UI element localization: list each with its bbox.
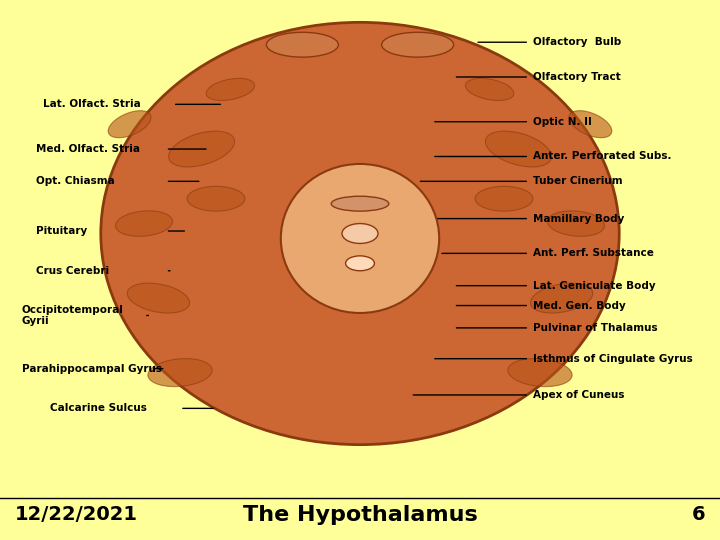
Ellipse shape xyxy=(115,211,173,237)
Text: Lat. Olfact. Stria: Lat. Olfact. Stria xyxy=(43,99,141,109)
Ellipse shape xyxy=(101,22,619,444)
Ellipse shape xyxy=(475,186,533,211)
Text: Olfactory  Bulb: Olfactory Bulb xyxy=(533,37,621,47)
Text: Lat. Geniculate Body: Lat. Geniculate Body xyxy=(533,281,655,291)
Ellipse shape xyxy=(547,211,605,237)
Text: Mamillary Body: Mamillary Body xyxy=(533,214,624,224)
Ellipse shape xyxy=(465,78,514,100)
Ellipse shape xyxy=(508,359,572,387)
Text: 6: 6 xyxy=(692,505,706,524)
Text: Olfactory Tract: Olfactory Tract xyxy=(533,72,621,82)
Ellipse shape xyxy=(187,186,245,211)
Ellipse shape xyxy=(148,359,212,387)
Text: Parahippocampal Gyrus: Parahippocampal Gyrus xyxy=(22,363,161,374)
Ellipse shape xyxy=(331,196,389,211)
Text: 12/22/2021: 12/22/2021 xyxy=(14,505,138,524)
Text: Tuber Cinerium: Tuber Cinerium xyxy=(533,177,622,186)
Text: Optic N. II: Optic N. II xyxy=(533,117,592,127)
Text: Opt. Chiasma: Opt. Chiasma xyxy=(36,177,114,186)
Ellipse shape xyxy=(485,131,552,167)
Text: Pituitary: Pituitary xyxy=(36,226,87,236)
Text: Med. Gen. Body: Med. Gen. Body xyxy=(533,301,626,310)
Text: Ant. Perf. Substance: Ant. Perf. Substance xyxy=(533,248,654,258)
Text: Calcarine Sulcus: Calcarine Sulcus xyxy=(50,403,148,413)
Text: Apex of Cuneus: Apex of Cuneus xyxy=(533,390,624,400)
Ellipse shape xyxy=(342,224,378,244)
Ellipse shape xyxy=(127,283,189,313)
Ellipse shape xyxy=(346,256,374,271)
Text: Occipitotemporal
Gyrii: Occipitotemporal Gyrii xyxy=(22,305,123,326)
Ellipse shape xyxy=(266,32,338,57)
Text: The Hypothalamus: The Hypothalamus xyxy=(243,505,477,525)
Ellipse shape xyxy=(382,32,454,57)
Text: Pulvinar of Thalamus: Pulvinar of Thalamus xyxy=(533,323,657,333)
Ellipse shape xyxy=(206,78,255,100)
Ellipse shape xyxy=(281,164,439,313)
Text: Crus Cerebri: Crus Cerebri xyxy=(36,266,109,276)
Ellipse shape xyxy=(168,131,235,167)
Text: Isthmus of Cingulate Gyrus: Isthmus of Cingulate Gyrus xyxy=(533,354,693,363)
Ellipse shape xyxy=(531,283,593,313)
Text: Anter. Perforated Subs.: Anter. Perforated Subs. xyxy=(533,152,671,161)
Ellipse shape xyxy=(108,111,151,138)
Text: Med. Olfact. Stria: Med. Olfact. Stria xyxy=(36,144,140,154)
Ellipse shape xyxy=(569,111,612,138)
